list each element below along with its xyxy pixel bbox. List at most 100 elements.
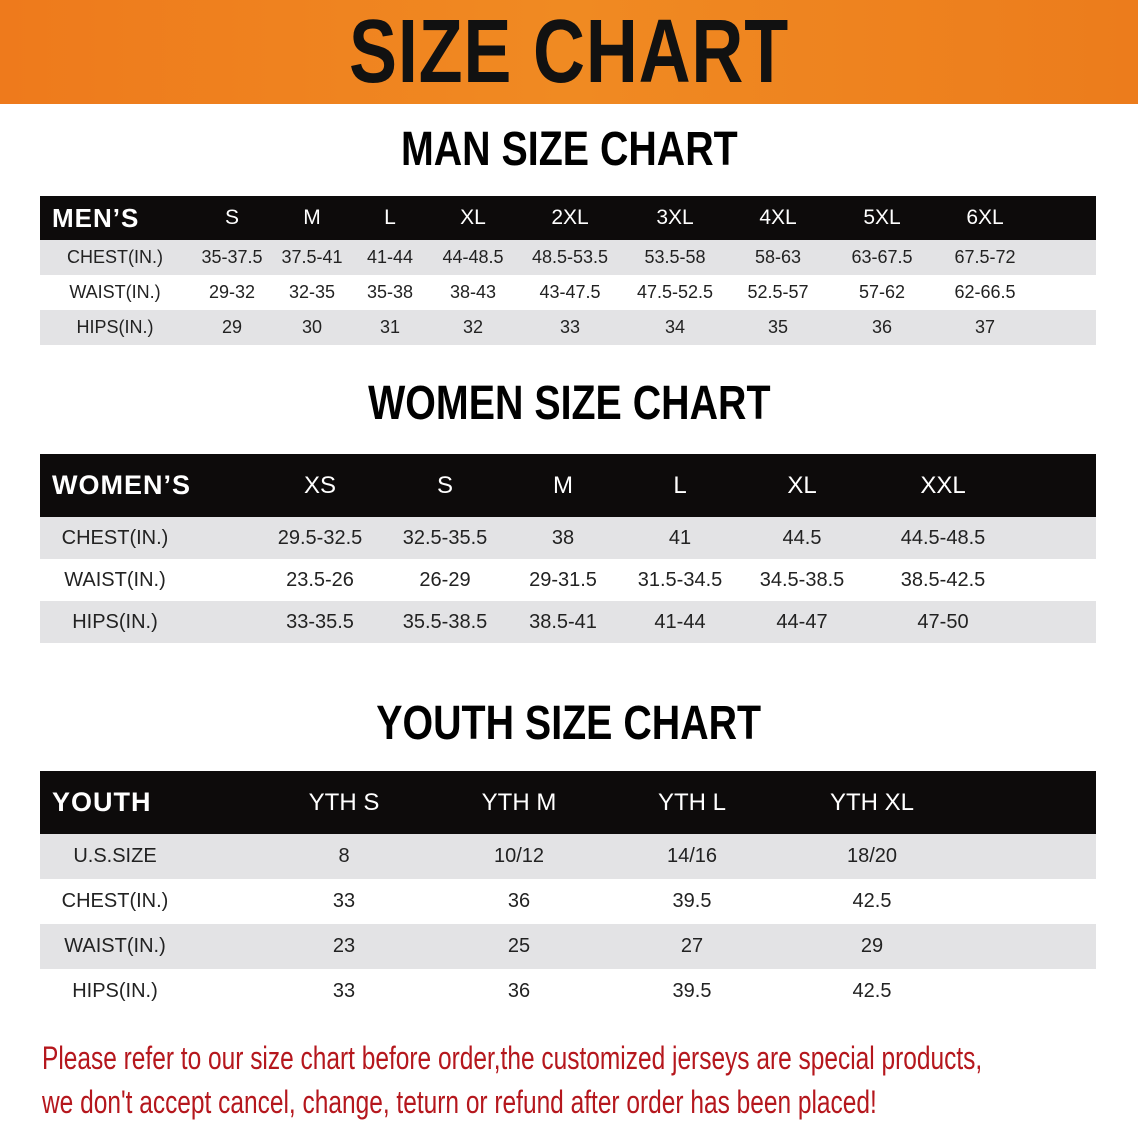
table-header-row: MEN’S S M L XL 2XL 3XL 4XL 5XL 6XL	[40, 196, 1096, 240]
measurement-cell: 27	[680, 935, 704, 957]
youth-title-text: YOUTH SIZE CHART	[376, 697, 762, 750]
row-label-cell: CHEST(IN.)	[40, 890, 260, 913]
measurement-cell: 29-31.5	[529, 568, 597, 591]
measurement-cell: 36	[507, 980, 531, 1002]
row-label-cell: HIPS(IN.)	[40, 317, 190, 338]
measurement-cell: 36	[507, 890, 531, 912]
measurement-cell: 32	[462, 317, 484, 337]
size-header: M	[303, 206, 321, 229]
measurement-cell: 23.5-26	[286, 568, 354, 591]
measurement-cell: 34.5-38.5	[759, 568, 845, 591]
measurement-cell: 48.5-53.5	[531, 247, 609, 267]
measurement-cell: 35.5-38.5	[402, 610, 488, 633]
size-header: YTH XL	[829, 788, 915, 816]
men-size-table: MEN’S S M L XL 2XL 3XL 4XL 5XL 6XL CHEST(IN.) 35-37…	[40, 196, 1096, 345]
banner-title: SIZE CHART	[349, 2, 789, 102]
measurement-cell: 31.5-34.5	[637, 568, 723, 591]
measurement-cell: 41	[668, 526, 692, 549]
measurement-cell: 31	[379, 317, 401, 337]
measurement-cell: 32.5-35.5	[402, 526, 488, 549]
measurement-cell: 35-37.5	[201, 247, 263, 267]
row-label: CHEST(IN.)	[61, 890, 169, 912]
measurement-cell: 44.5	[782, 526, 822, 549]
measurement-cell: 47-50	[917, 610, 969, 633]
row-label: HIPS(IN.)	[76, 317, 154, 337]
notice-line-1: Please refer to our size chart before or…	[42, 1040, 983, 1076]
size-header: 3XL	[656, 206, 694, 229]
row-label-cell: HIPS(IN.)	[40, 611, 250, 634]
size-header: 2XL	[551, 206, 589, 229]
size-header: 5XL	[863, 206, 901, 229]
measurement-cell: 53.5-58	[644, 247, 706, 267]
men-section-title: MAN SIZE CHART	[0, 122, 1138, 177]
header-label: WOMEN’S	[52, 470, 191, 500]
men-title-text: MAN SIZE CHART	[400, 123, 738, 176]
table-row: HIPS(IN.) 33-35.5 35.5-38.5 38.5-41 41-44 44-…	[40, 601, 1096, 643]
table-header-row: YOUTH YTH S YTH M YTH L YTH XL	[40, 771, 1096, 834]
table-row: WAIST(IN.) 29-32 32-35 35-38 38-43 43-47.5 47.…	[40, 275, 1096, 310]
measurement-cell: 33-35.5	[286, 610, 354, 633]
measurement-cell: 39.5	[672, 890, 712, 912]
row-label: HIPS(IN.)	[72, 980, 158, 1002]
size-header: 6XL	[966, 206, 1004, 229]
measurement-cell: 41-44	[366, 247, 414, 267]
row-label: U.S.SIZE	[73, 845, 157, 867]
measurement-cell: 52.5-57	[747, 282, 809, 302]
row-label-cell: HIPS(IN.)	[40, 980, 260, 1003]
measurement-cell: 44-47	[776, 610, 828, 633]
notice-line-2: we don't accept cancel, change, teturn o…	[42, 1084, 877, 1120]
measurement-cell: 44.5-48.5	[900, 526, 986, 549]
row-label-cell: U.S.SIZE	[40, 845, 260, 868]
size-header: S	[436, 471, 453, 499]
size-header: L	[673, 471, 687, 499]
measurement-cell: 25	[507, 935, 531, 957]
measurement-cell: 23	[332, 935, 356, 957]
measurement-cell: 58-63	[754, 247, 802, 267]
measurement-cell: 35	[767, 317, 789, 337]
measurement-cell: 63-67.5	[851, 247, 913, 267]
measurement-cell: 43-47.5	[539, 282, 601, 302]
size-header: YTH M	[481, 788, 557, 816]
row-label: HIPS(IN.)	[72, 610, 158, 633]
measurement-cell: 41-44	[654, 610, 706, 633]
size-header: XL	[787, 471, 817, 499]
measurement-cell: 36	[871, 317, 893, 337]
women-section-title: WOMEN SIZE CHART	[0, 376, 1138, 431]
header-label: MEN’S	[52, 202, 140, 233]
measurement-cell: 67.5-72	[954, 247, 1016, 267]
youth-size-table: YOUTH YTH S YTH M YTH L YTH XL U.S.SIZE 8 10/12…	[40, 771, 1096, 1014]
size-header: XS	[303, 471, 336, 499]
measurement-cell: 38.5-41	[529, 610, 597, 633]
banner: SIZE CHART	[0, 0, 1138, 104]
table-row: WAIST(IN.) 23 25 27 29	[40, 924, 1096, 969]
size-header: YTH L	[657, 788, 726, 816]
table-row: HIPS(IN.) 33 36 39.5 42.5	[40, 969, 1096, 1014]
measurement-cell: 10/12	[493, 845, 545, 867]
size-header: L	[384, 206, 396, 229]
row-label: CHEST(IN.)	[61, 526, 169, 549]
row-label-cell: WAIST(IN.)	[40, 282, 190, 303]
women-title-text: WOMEN SIZE CHART	[367, 377, 771, 430]
row-label-cell: WAIST(IN.)	[40, 935, 260, 958]
size-header: 4XL	[759, 206, 797, 229]
measurement-cell: 29	[860, 935, 884, 957]
measurement-cell: 29	[221, 317, 243, 337]
measurement-cell: 32-35	[288, 282, 336, 302]
measurement-cell: 8	[338, 845, 350, 867]
measurement-cell: 30	[301, 317, 323, 337]
table-row: CHEST(IN.) 29.5-32.5 32.5-35.5 38 41 44.5 44.5…	[40, 517, 1096, 559]
row-label: CHEST(IN.)	[67, 247, 163, 267]
measurement-cell: 42.5	[852, 890, 892, 912]
row-label-cell: CHEST(IN.)	[40, 247, 190, 268]
youth-section-title: YOUTH SIZE CHART	[0, 696, 1138, 751]
size-header: YTH S	[308, 788, 380, 816]
measurement-cell: 33	[332, 890, 356, 912]
size-header: XXL	[920, 471, 966, 499]
measurement-cell: 38-43	[449, 282, 497, 302]
row-label: WAIST(IN.)	[64, 568, 166, 591]
measurement-cell: 26-29	[419, 568, 471, 591]
order-notice: Please refer to our size chart before or…	[42, 1036, 1138, 1124]
measurement-cell: 18/20	[846, 845, 898, 867]
measurement-cell: 37	[974, 317, 996, 337]
table-row: CHEST(IN.) 35-37.5 37.5-41 41-44 44-48.5 48.5…	[40, 240, 1096, 275]
